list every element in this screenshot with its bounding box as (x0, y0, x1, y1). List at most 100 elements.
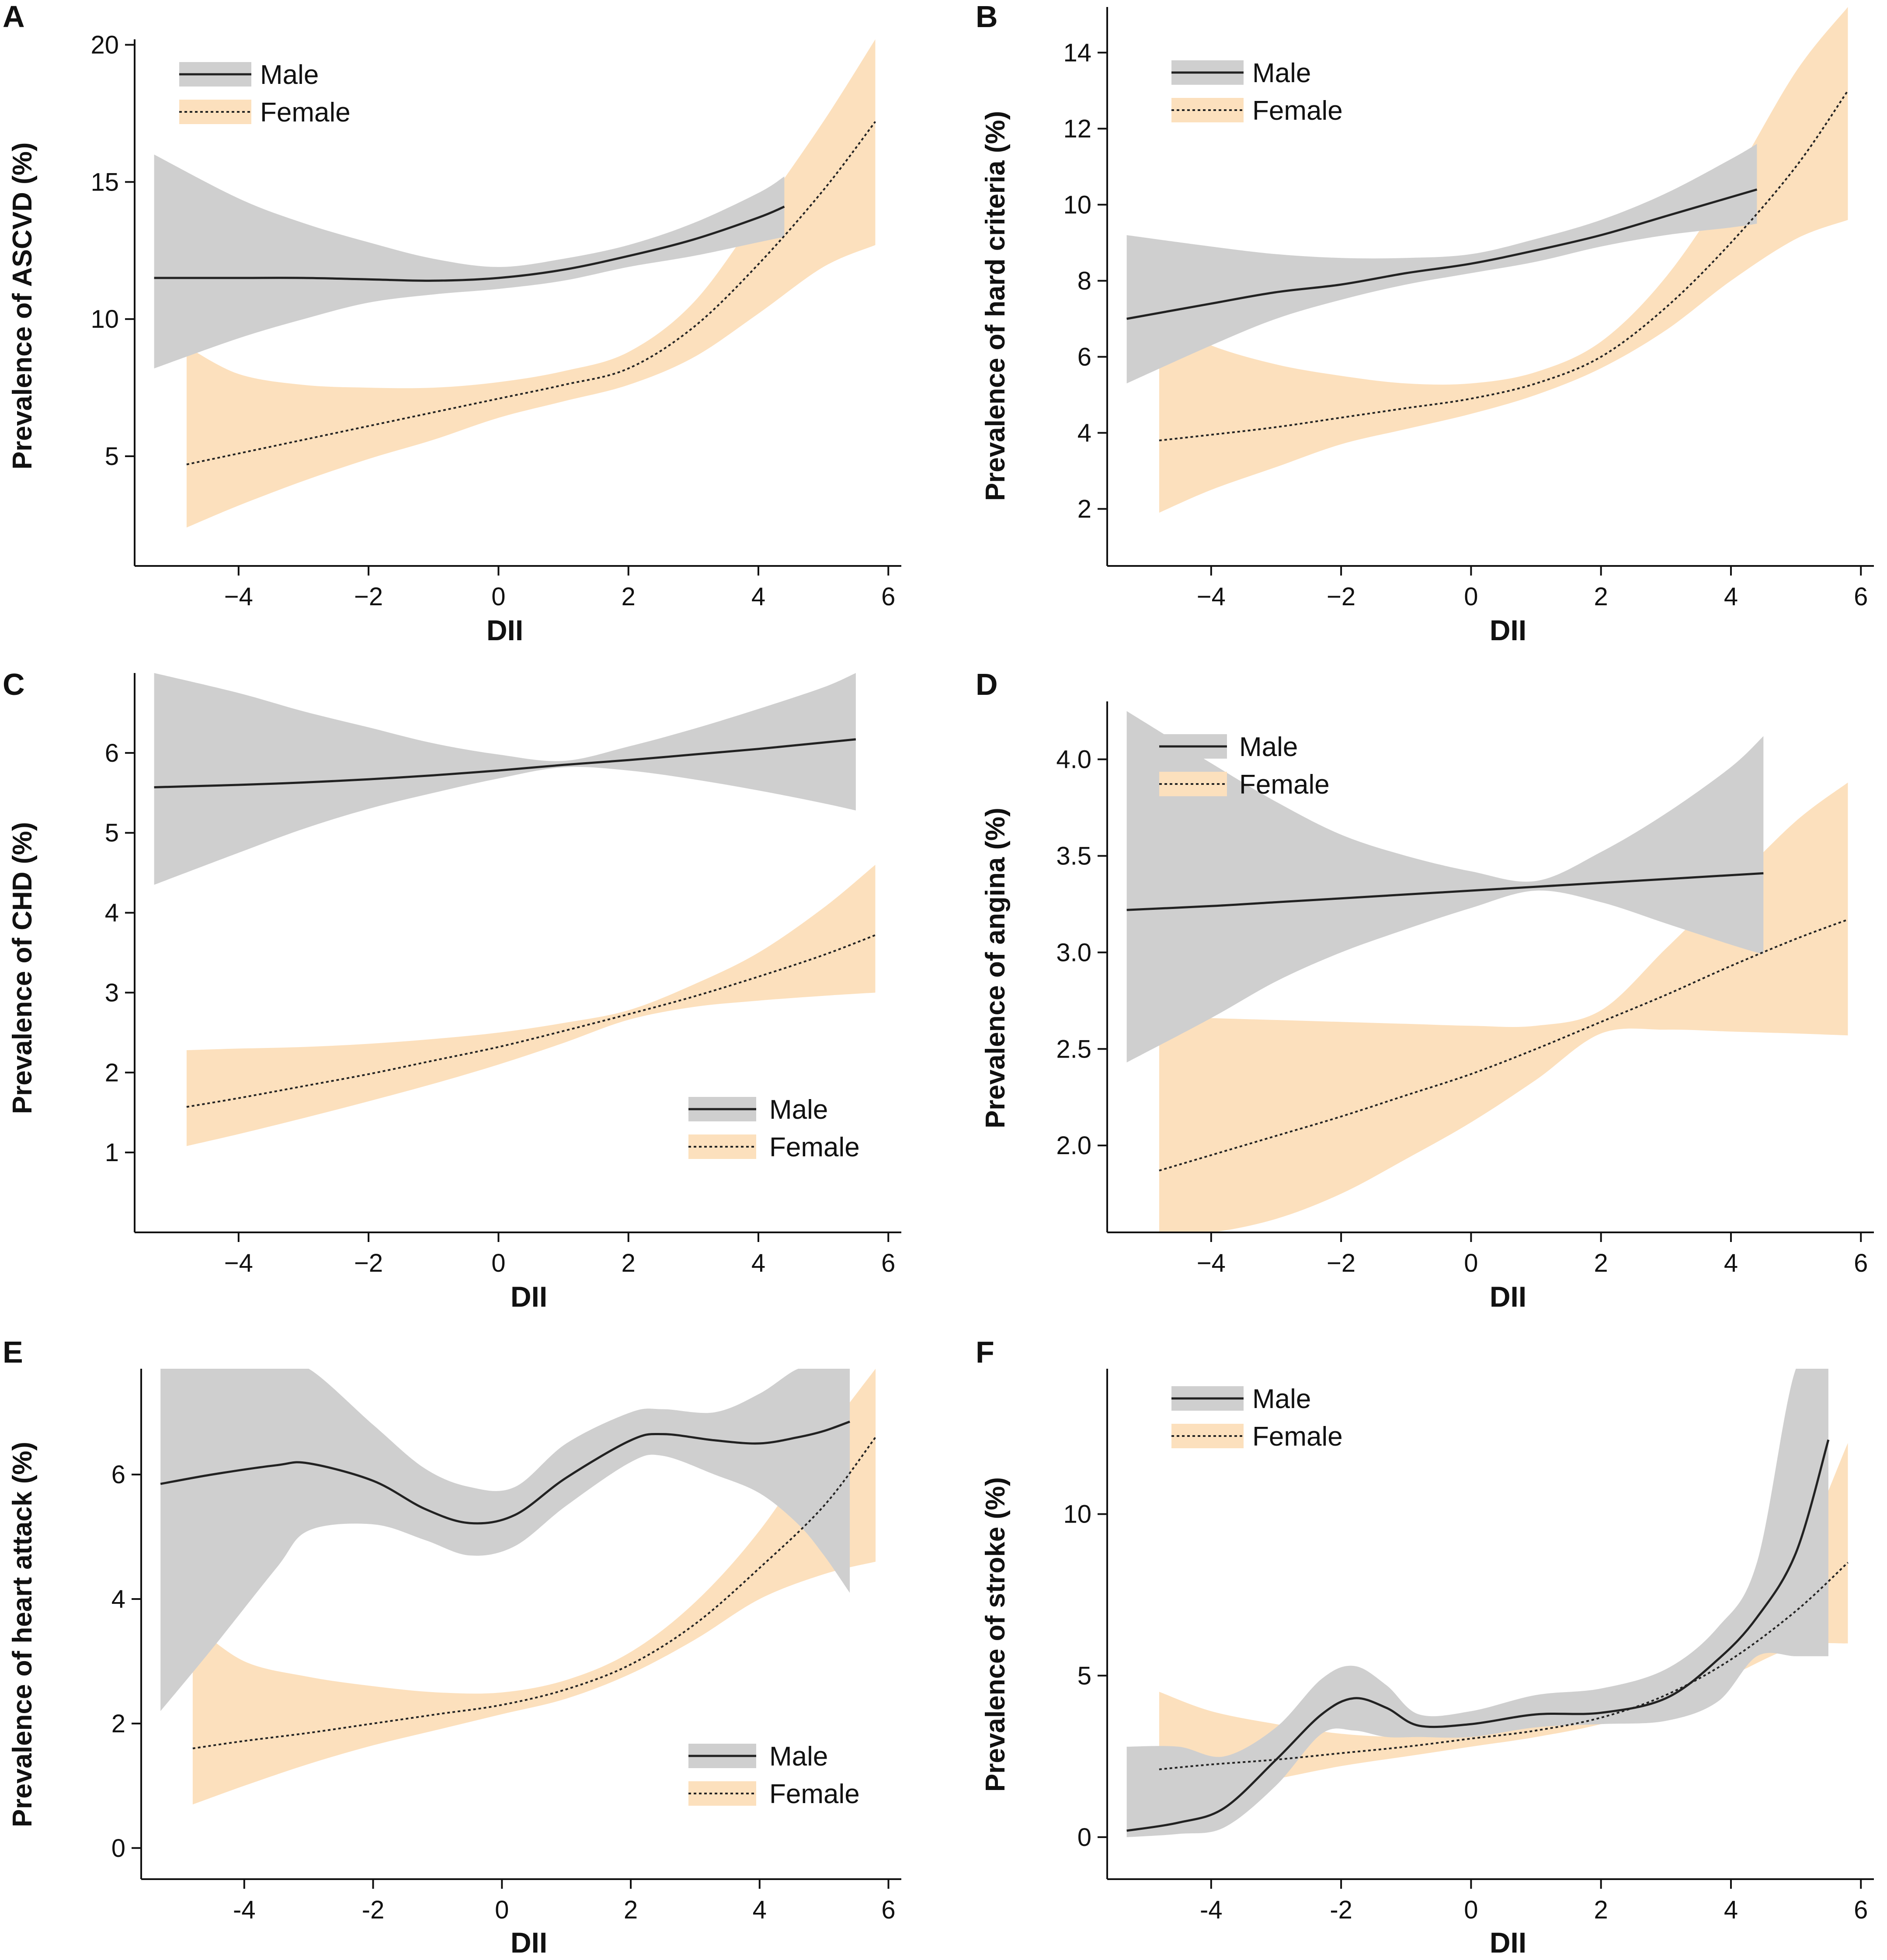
x-tick-label-d: 0 (1464, 1249, 1478, 1277)
plot-area-f: -4 -2 0 2 4 6 0 5 10 (1063, 1369, 1874, 1924)
ci-band-male-c (154, 673, 856, 885)
x-tick-label-e: -4 (233, 1896, 256, 1924)
legend-b: Male Female (1171, 58, 1343, 126)
x-tick-label-d: 4 (1724, 1249, 1738, 1277)
legend-male-label-f: Male (1252, 1384, 1311, 1414)
y-tick-label-a: 20 (90, 31, 119, 59)
y-tick-label-d: 3.0 (1056, 938, 1091, 967)
y-tick-label-d: 3.5 (1056, 842, 1091, 870)
ci-band-male-d (1126, 711, 1764, 1063)
y-tick-label-c: 4 (105, 899, 119, 927)
y-tick-label-b: 10 (1063, 191, 1091, 219)
x-tick-label-d: 2 (1594, 1249, 1608, 1277)
x-tick-label-a: 2 (622, 583, 636, 611)
legend-d: Male Female (1159, 732, 1330, 800)
x-axis-title-a: DII (487, 614, 523, 646)
legend-female-label-a: Female (260, 97, 351, 128)
plot-area-d: −4 −2 0 2 4 6 2.0 2.5 3.0 3.5 4.0 (1056, 701, 1874, 1277)
y-tick-label-e: 4 (111, 1585, 125, 1613)
legend-female-label-f: Female (1252, 1422, 1343, 1452)
y-tick-label-b: 8 (1077, 267, 1091, 295)
line-female-e (192, 1436, 876, 1749)
line-female-c (186, 934, 876, 1108)
ci-band-female-e (192, 1369, 876, 1805)
x-axis-title-e: DII (511, 1926, 547, 1959)
x-tick-label-e: -2 (362, 1896, 385, 1924)
axes-f: -4 -2 0 2 4 6 0 5 10 (1063, 1369, 1874, 1924)
panel-d: D −4 −2 0 2 4 6 2.0 2.5 3.0 3.5 4.0 DII Prevalence… (976, 667, 1874, 1313)
line-male-c (154, 738, 856, 788)
x-axis-title-d: DII (1490, 1280, 1526, 1313)
x-tick-label-f: 4 (1724, 1896, 1738, 1924)
panel-letter-c: C (3, 667, 25, 701)
axes-c: −4 −2 0 2 4 6 1 2 3 4 5 6 (105, 673, 901, 1277)
x-tick-label-c: −4 (224, 1249, 253, 1277)
x-tick-label-d: 6 (1854, 1249, 1868, 1277)
y-tick-label-b: 2 (1077, 495, 1091, 523)
x-tick-label-d: −4 (1197, 1249, 1226, 1277)
ci-band-female-a (186, 39, 876, 528)
legend-male-label-e: Male (769, 1741, 828, 1772)
y-axis-title-f: Prevalence of stroke (%) (980, 1477, 1011, 1792)
panel-letter-a: A (3, 0, 25, 34)
x-tick-label-b: 4 (1724, 583, 1738, 611)
y-axis-title-d: Prevalence of angina (%) (980, 808, 1011, 1128)
x-tick-label-f: 2 (1594, 1896, 1608, 1924)
x-tick-label-a: 0 (491, 583, 505, 611)
lines-d (1126, 872, 1849, 1172)
x-tick-label-b: 0 (1464, 583, 1478, 611)
y-tick-label-b: 14 (1063, 38, 1091, 67)
x-tick-label-a: 4 (751, 583, 765, 611)
line-male-b (1126, 188, 1758, 320)
x-tick-label-c: −2 (354, 1249, 383, 1277)
ci-band-female-b (1159, 7, 1848, 513)
line-male-e (160, 1420, 850, 1525)
line-female-a (186, 121, 876, 465)
y-tick-label-c: 3 (105, 978, 119, 1007)
line-female-b (1159, 90, 1849, 441)
line-male-a (154, 205, 785, 282)
x-tick-label-e: 2 (624, 1896, 638, 1924)
x-tick-label-c: 2 (622, 1249, 636, 1277)
y-tick-label-f: 0 (1077, 1823, 1091, 1852)
legend-female-label-e: Female (769, 1779, 860, 1809)
lines-c (154, 738, 876, 1108)
x-tick-label-d: −2 (1327, 1249, 1355, 1277)
x-tick-label-f: -4 (1200, 1896, 1223, 1924)
x-tick-label-c: 6 (881, 1249, 895, 1277)
bands-b (1126, 7, 1848, 513)
panel-letter-e: E (3, 1335, 23, 1369)
axes-d: −4 −2 0 2 4 6 2.0 2.5 3.0 3.5 4.0 (1056, 701, 1874, 1277)
axes-e: -4 -2 0 2 4 6 0 2 4 6 (111, 1369, 901, 1924)
y-tick-label-f: 5 (1077, 1662, 1091, 1690)
y-tick-label-c: 2 (105, 1058, 119, 1087)
x-tick-label-a: −4 (224, 583, 253, 611)
plot-area-e: -4 -2 0 2 4 6 0 2 4 6 (111, 1369, 901, 1924)
y-tick-label-c: 6 (105, 739, 119, 767)
panel-letter-f: F (976, 1335, 994, 1369)
y-tick-label-e: 2 (111, 1710, 125, 1738)
x-tick-label-a: 6 (881, 583, 895, 611)
x-tick-label-b: 6 (1854, 583, 1868, 611)
y-tick-label-b: 4 (1077, 419, 1091, 447)
y-axis-title-e: Prevalence of heart attack (%) (7, 1442, 38, 1827)
y-axis-title-c: Prevalence of CHD (%) (7, 822, 38, 1114)
line-female-f (1159, 1562, 1849, 1770)
y-axis-title-a: Prevalence of ASCVD (%) (7, 142, 38, 470)
panel-b: B −4 −2 0 2 4 6 2 4 6 8 10 12 14 DII Prevalence of h… (976, 0, 1874, 646)
x-axis-title-f: DII (1490, 1926, 1526, 1959)
lines-e (160, 1420, 876, 1749)
y-tick-label-a: 5 (105, 442, 119, 471)
y-tick-label-e: 0 (111, 1834, 125, 1863)
bands-e (160, 1369, 876, 1805)
x-tick-label-b: −2 (1327, 583, 1355, 611)
panel-c: C −4 −2 0 2 4 6 1 2 3 4 5 6 DII Prevalence of CHD (… (3, 667, 901, 1313)
y-tick-label-f: 10 (1063, 1500, 1091, 1529)
axes-a: −4 −2 0 2 4 6 5 10 15 20 (90, 31, 901, 611)
x-tick-label-f: 0 (1464, 1896, 1478, 1924)
x-tick-label-f: 6 (1854, 1896, 1868, 1924)
x-tick-label-f: -2 (1330, 1896, 1352, 1924)
y-tick-label-b: 6 (1077, 343, 1091, 371)
